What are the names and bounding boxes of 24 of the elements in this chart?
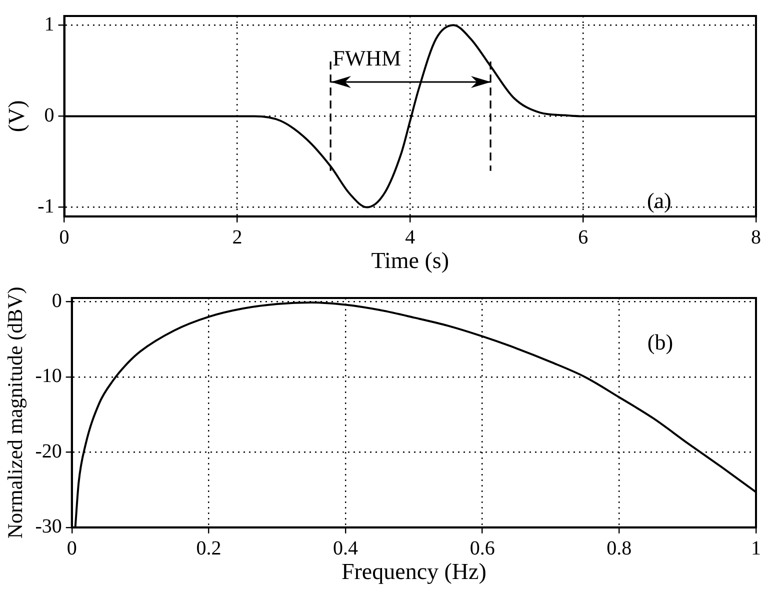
y-tick-label: 0 <box>52 290 62 312</box>
x-tick-label: 6 <box>578 226 588 249</box>
x-tick-label: 4 <box>405 226 416 249</box>
y-tick-label: -20 <box>35 440 62 462</box>
y-tick-label: 1 <box>44 13 54 36</box>
y-tick-label: 0 <box>44 104 54 126</box>
y-tick-label: -30 <box>35 516 62 538</box>
y-axis-title: Normalized magnitude (dBV) <box>3 286 28 539</box>
x-axis-title: Frequency (Hz) <box>341 559 486 584</box>
annotation: (a) <box>646 188 672 214</box>
y-tick-label: -10 <box>35 365 62 388</box>
x-tick-label: 0.4 <box>333 538 358 560</box>
x-tick-label: 0.6 <box>470 538 495 560</box>
annotation: FWHM <box>332 45 402 70</box>
x-tick-label: 1 <box>751 538 761 560</box>
x-tick-label: 0 <box>66 538 77 560</box>
y-tick-label: -1 <box>38 196 54 218</box>
y-axis-title: (V) <box>4 100 29 132</box>
annotation: (b) <box>647 330 674 355</box>
x-tick-label: 0.2 <box>196 538 222 560</box>
x-axis-title: Time (s) <box>371 248 450 274</box>
x-tick-label: 0.8 <box>606 538 632 560</box>
x-tick-label: 8 <box>751 226 761 249</box>
x-tick-label: 2 <box>232 226 242 249</box>
